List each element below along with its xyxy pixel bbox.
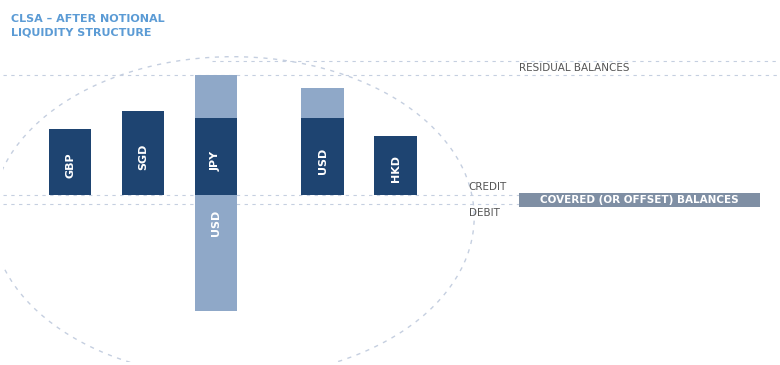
Text: USD: USD — [317, 147, 328, 174]
Bar — [301, 118, 344, 195]
Text: DEBIT: DEBIT — [469, 208, 499, 218]
Text: RESIDUAL BALANCES: RESIDUAL BALANCES — [519, 63, 629, 73]
Text: SGD: SGD — [138, 144, 148, 170]
Text: CLSA – AFTER NOTIONAL
LIQUIDITY STRUCTURE: CLSA – AFTER NOTIONAL LIQUIDITY STRUCTUR… — [10, 14, 164, 38]
FancyBboxPatch shape — [519, 193, 760, 207]
Bar — [374, 136, 417, 195]
Bar — [122, 111, 165, 195]
Text: CREDIT: CREDIT — [469, 182, 507, 192]
Bar — [195, 118, 237, 195]
Bar — [195, 195, 237, 311]
Text: GBP: GBP — [65, 153, 75, 178]
Bar — [301, 88, 344, 118]
Text: HKD: HKD — [391, 155, 401, 182]
Text: COVERED (OR OFFSET) BALANCES: COVERED (OR OFFSET) BALANCES — [541, 195, 739, 205]
Text: JPY: JPY — [211, 151, 221, 171]
Bar — [195, 75, 237, 118]
Bar — [49, 128, 91, 195]
Text: USD: USD — [211, 210, 221, 236]
